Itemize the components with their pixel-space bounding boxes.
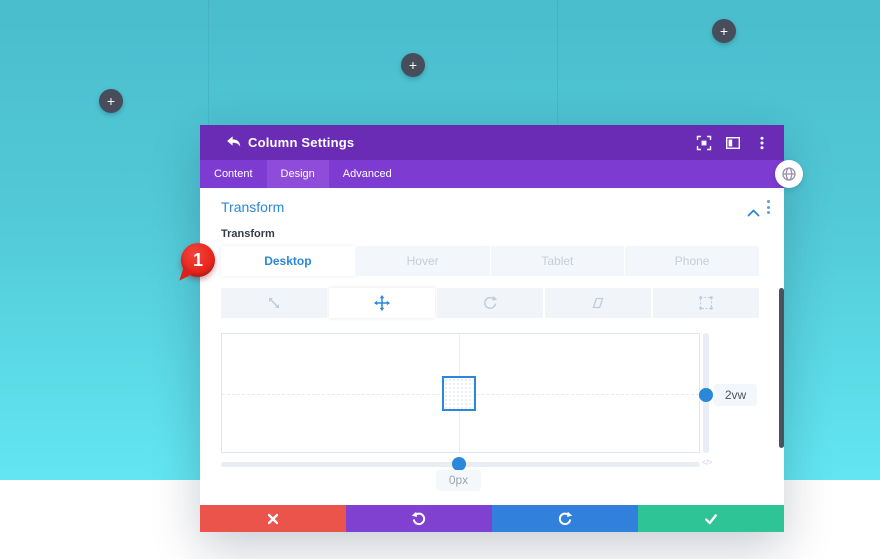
plus-icon: +	[106, 92, 116, 109]
expand-icon[interactable]	[696, 135, 712, 151]
modal-tabbar: Content Design Advanced	[200, 160, 784, 188]
transform-origin-tool-icon[interactable]	[653, 288, 759, 318]
add-module-button[interactable]: +	[99, 89, 123, 113]
step-number: 1	[192, 250, 203, 270]
plus-icon: +	[719, 22, 729, 39]
device-tab-hover[interactable]: Hover	[355, 246, 490, 276]
device-tab-tablet[interactable]: Tablet	[490, 246, 625, 276]
transform-element-box[interactable]	[442, 376, 476, 411]
section-kebab-menu-icon[interactable]	[767, 200, 771, 214]
code-icon[interactable]: </>	[702, 458, 713, 467]
translate-x-value: 0px	[436, 470, 481, 491]
modal-scrollbar[interactable]	[779, 288, 784, 448]
transform-preview-canvas[interactable]	[221, 333, 700, 453]
redo-button[interactable]	[492, 505, 638, 532]
transform-tool-tabs	[221, 288, 759, 318]
step-annotation-badge: 1	[179, 243, 215, 285]
undo-button[interactable]	[346, 505, 492, 532]
globe-icon	[782, 167, 796, 181]
translate-y-slider-handle[interactable]	[699, 388, 713, 402]
close-icon	[267, 513, 279, 524]
device-tab-desktop[interactable]: Desktop	[221, 246, 355, 276]
discard-button[interactable]	[200, 505, 346, 532]
kebab-menu-icon[interactable]	[754, 135, 770, 151]
check-icon	[705, 513, 717, 524]
skew-tool-icon[interactable]	[545, 288, 651, 318]
translate-tool-icon[interactable]	[329, 288, 435, 318]
back-icon[interactable]	[226, 135, 242, 149]
tab-advanced[interactable]: Advanced	[342, 168, 392, 180]
modal-body: Transform Transform Desktop Hover Tablet…	[200, 188, 784, 505]
device-tabs: Desktop Hover Tablet Phone	[221, 246, 759, 276]
translate-y-value: 2vw	[714, 384, 757, 406]
modal-header-actions	[696, 125, 770, 160]
column-settings-modal: Column Settings Content Design Advanced …	[200, 125, 784, 532]
save-button[interactable]	[638, 505, 784, 532]
tab-design[interactable]: Design	[266, 160, 329, 188]
modal-footer	[200, 505, 784, 532]
scale-tool-icon[interactable]	[221, 288, 327, 318]
panel-layout-icon[interactable]	[725, 135, 741, 151]
collapse-chevron-up-icon[interactable]	[747, 204, 760, 217]
translate-x-slider-handle[interactable]	[452, 457, 466, 471]
tab-content[interactable]: Content	[214, 168, 253, 180]
preview-toggle-button[interactable]	[775, 160, 803, 188]
redo-icon	[558, 511, 573, 525]
add-module-button[interactable]: +	[712, 19, 736, 43]
plus-icon: +	[408, 56, 418, 73]
modal-header: Column Settings	[200, 125, 784, 160]
rotate-tool-icon[interactable]	[437, 288, 543, 318]
modal-title: Column Settings	[248, 135, 355, 150]
add-module-button[interactable]: +	[401, 53, 425, 77]
device-tab-phone[interactable]: Phone	[625, 246, 759, 276]
section-title: Transform	[221, 199, 285, 215]
field-label: Transform	[221, 228, 275, 240]
undo-icon	[411, 511, 426, 525]
